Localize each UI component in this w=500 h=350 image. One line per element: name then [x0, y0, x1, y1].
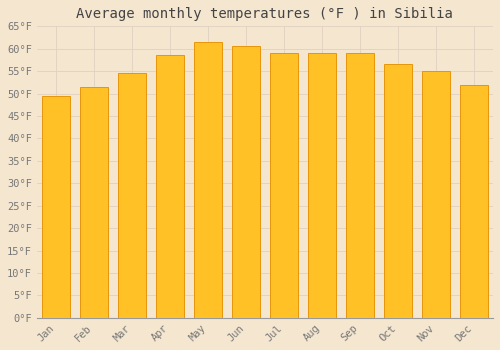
- Bar: [80, 87, 108, 318]
- Title: Average monthly temperatures (°F ) in Sibilia: Average monthly temperatures (°F ) in Si…: [76, 7, 454, 21]
- Bar: [118, 74, 146, 318]
- Bar: [232, 47, 260, 318]
- Bar: [42, 96, 70, 318]
- Bar: [422, 71, 450, 318]
- Bar: [194, 42, 222, 318]
- Bar: [156, 55, 184, 318]
- Bar: [270, 53, 298, 318]
- Bar: [308, 53, 336, 318]
- Bar: [384, 64, 412, 318]
- Bar: [460, 85, 488, 318]
- Bar: [346, 53, 374, 318]
